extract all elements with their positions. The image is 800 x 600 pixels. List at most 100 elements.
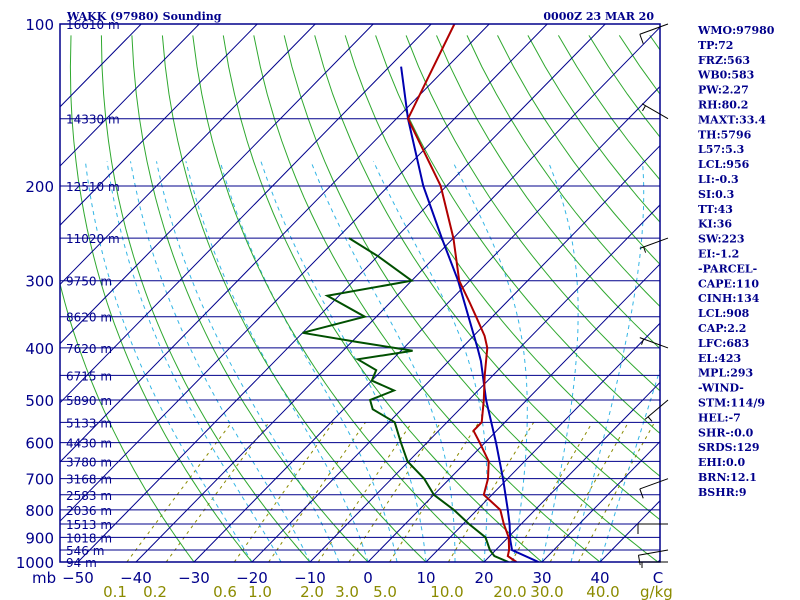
height-label: 14330 m bbox=[66, 113, 120, 127]
dry-adiabat bbox=[405, 35, 660, 392]
dry-adiabat bbox=[772, 35, 800, 573]
isotherm-line bbox=[60, 24, 258, 226]
temperature-tick-label: −30 bbox=[178, 569, 210, 587]
mixing-ratio-line bbox=[126, 421, 233, 562]
mixing-ratio-unit: g/kg bbox=[640, 583, 673, 600]
height-label: 3168 m bbox=[66, 473, 112, 487]
sounding-index: STM:114/9 bbox=[698, 397, 765, 410]
mixing-ratio-tick-label: 3.0 bbox=[335, 583, 359, 600]
moist-adiabat bbox=[84, 161, 253, 562]
sounding-index: EI:-1.2 bbox=[698, 248, 739, 261]
pressure-tick-labels: 100 200 300 400 500 600 700 800 900 1000 bbox=[16, 16, 54, 572]
sounding-index: WB0:583 bbox=[697, 69, 754, 82]
sounding-index: RH:80.2 bbox=[698, 99, 748, 112]
dry-adiabat bbox=[60, 281, 195, 562]
height-label: 1018 m bbox=[66, 531, 112, 545]
mixing-ratio-line bbox=[510, 422, 593, 562]
isotherm-line bbox=[135, 26, 660, 562]
sounding-index: BSHR:9 bbox=[698, 486, 747, 499]
isotherm-line bbox=[60, 24, 200, 167]
pressure-tick-label: 900 bbox=[25, 529, 54, 547]
sounding-index: EHI:0.0 bbox=[698, 456, 745, 469]
height-label: 3780 m bbox=[66, 455, 112, 469]
height-label: 2036 m bbox=[66, 504, 112, 518]
isotherm-line bbox=[60, 24, 548, 522]
mixing-ratio-tick-label: 5.0 bbox=[373, 583, 397, 600]
plot-frame bbox=[59, 23, 661, 563]
height-label: 94 m bbox=[66, 556, 97, 570]
pressure-tick-label: 800 bbox=[25, 502, 54, 520]
temperature-tick-labels: −50 −40 −30 −20 −10 0 10 20 30 40 C bbox=[62, 569, 663, 587]
temperature-tick-label: 10 bbox=[416, 569, 435, 587]
sounding-index: SW:223 bbox=[698, 233, 745, 246]
sounding-index: CAPE:110 bbox=[698, 277, 759, 290]
isotherm-line bbox=[541, 440, 660, 562]
dry-adiabat bbox=[222, 35, 543, 562]
height-label: 6715 m bbox=[66, 369, 112, 383]
mixing-ratio-tick-labels: 0.1 0.2 0.6 1.0 2.0 3.0 5.0 10.0 20.0 30.0 40.0 bbox=[103, 583, 620, 600]
dry-adiabat bbox=[69, 35, 253, 562]
pressure-axis-label: mb bbox=[32, 569, 56, 587]
moist-adiabat bbox=[260, 161, 427, 562]
isotherm-line bbox=[60, 24, 316, 286]
height-label: 12510 m bbox=[66, 180, 120, 194]
dry-adiabat bbox=[375, 35, 660, 435]
sounding-index: MPL:293 bbox=[698, 367, 753, 380]
wind-barb bbox=[639, 478, 669, 499]
temperature-tick-label: 0 bbox=[363, 569, 373, 587]
height-label: 9750 m bbox=[66, 275, 112, 289]
station-title: WAKK (97980) Sounding bbox=[66, 10, 222, 23]
temperature-trace bbox=[406, 24, 518, 562]
wind-barbs bbox=[637, 23, 669, 568]
mixing-ratio-line bbox=[317, 422, 413, 562]
height-label: 5890 m bbox=[66, 394, 112, 408]
wind-barb bbox=[644, 399, 669, 422]
dry-adiabat bbox=[436, 35, 660, 350]
moist-adiabat bbox=[541, 161, 579, 562]
dry-adiabat bbox=[466, 35, 660, 308]
mixing-ratio-line bbox=[233, 422, 334, 562]
dry-adiabat bbox=[344, 35, 660, 477]
sounding-index: TT:43 bbox=[698, 203, 733, 216]
isotherm-line bbox=[60, 24, 374, 345]
dry-adiabat bbox=[192, 35, 485, 562]
moist-adiabat bbox=[185, 161, 369, 562]
isotherm-line bbox=[483, 381, 660, 562]
dry-adiabat bbox=[100, 35, 311, 562]
moist-adiabat bbox=[106, 161, 282, 562]
mixing-ratio-tick-label: 1.0 bbox=[248, 583, 272, 600]
wind-barb bbox=[638, 561, 668, 568]
isotherm-line bbox=[60, 24, 490, 463]
dewpoint-line bbox=[302, 237, 509, 562]
mixing-ratio-line bbox=[389, 422, 480, 562]
isotherms bbox=[60, 24, 660, 562]
pressure-tick-label: 200 bbox=[25, 178, 54, 196]
moist-adiabat bbox=[452, 161, 528, 562]
mixing-ratio-tick-label: 0.2 bbox=[143, 583, 167, 600]
wind-barb bbox=[641, 103, 669, 120]
sounding-index: SHR-:0.0 bbox=[698, 426, 754, 439]
height-label: 546 m bbox=[66, 544, 104, 558]
isotherm-line bbox=[367, 263, 660, 562]
wind-barb bbox=[637, 523, 668, 535]
isobars bbox=[60, 23, 660, 563]
moist-adiabat bbox=[599, 368, 660, 562]
pressure-tick-label: 1000 bbox=[16, 554, 54, 572]
temperature-tick-label: −40 bbox=[120, 569, 152, 587]
mixing-ratio-tick-label: 20.0 bbox=[493, 583, 526, 600]
pressure-tick-label: 400 bbox=[25, 340, 54, 358]
mixing-ratio-tick-label: 0.6 bbox=[213, 583, 237, 600]
sounding-index: TP:72 bbox=[698, 39, 733, 52]
sounding-index: LI:-0.3 bbox=[698, 173, 739, 186]
height-label: 2583 m bbox=[66, 489, 112, 503]
height-label: 7620 m bbox=[66, 342, 112, 356]
height-label: 1513 m bbox=[66, 518, 112, 532]
sounding-index: LCL:908 bbox=[698, 307, 750, 320]
height-label: 5133 m bbox=[66, 416, 112, 430]
pressure-tick-label: 100 bbox=[25, 16, 54, 34]
temperature-line bbox=[406, 24, 518, 562]
isotherm-line bbox=[251, 144, 660, 562]
dry-adiabat bbox=[131, 35, 369, 562]
sounding-index: L57:5.3 bbox=[698, 143, 744, 156]
temperature-tick-label: 30 bbox=[532, 569, 551, 587]
